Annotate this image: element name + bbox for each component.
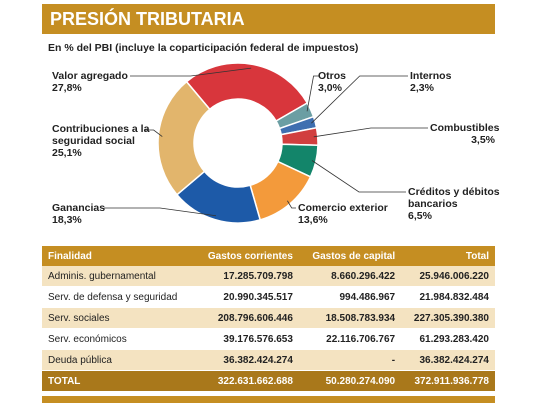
- segment-label: Combustibles 3,5%: [430, 122, 499, 146]
- total-row: TOTAL 322.631.662.688 50.280.274.090 372.91…: [42, 370, 495, 392]
- table-cell: 18.508.783.934: [298, 307, 402, 329]
- table-cell: 22.116.706.767: [298, 328, 402, 350]
- table-cell: Adminis. gubernamental: [42, 266, 195, 287]
- category-label: Internos: [410, 70, 452, 82]
- table-row: Adminis. gubernamental 17.285.709.798 8.66…: [42, 266, 495, 287]
- table-cell: 39.176.576.653: [194, 328, 299, 350]
- table-cell: -: [298, 349, 402, 371]
- title: PRESIÓN TRIBUTARIA: [42, 4, 495, 34]
- value-label: 6,5%: [408, 210, 432, 222]
- table-cell: 36.382.424.274: [194, 349, 299, 371]
- segment-label: Créditos y débitos bancarios 6,5%: [408, 186, 508, 222]
- donut-segment: [157, 80, 211, 196]
- segment-label: Valor agregado 27,8%: [52, 70, 172, 94]
- value-label: 25,1%: [52, 147, 82, 159]
- total-cell: 322.631.662.688: [194, 370, 299, 392]
- table-cell: Serv. económicos: [42, 328, 195, 350]
- leader-line: [311, 75, 408, 124]
- segment-label: Contribuciones a la seguridad social 25,1…: [52, 123, 157, 159]
- table-cell: 61.293.283.420: [401, 328, 495, 350]
- leader-line: [287, 200, 296, 209]
- table-cell: 20.990.345.517: [194, 286, 299, 308]
- leader-line: [104, 207, 217, 217]
- table-cell: 21.984.832.484: [401, 286, 495, 308]
- table-cell: Serv. de defensa y seguridad: [42, 286, 195, 308]
- segment-label: Ganancias 18,3%: [52, 202, 152, 226]
- value-label: 2,3%: [410, 82, 434, 94]
- category-label: Combustibles: [430, 122, 500, 134]
- leader-line: [306, 75, 320, 112]
- value-label: 3,5%: [471, 134, 495, 146]
- subtitle: En % del PBI (incluye la coparticipación…: [48, 42, 359, 54]
- table-cell: 17.285.709.798: [194, 266, 299, 287]
- table-cell: 208.796.606.446: [194, 307, 299, 329]
- total-cell: 372.911.936.778: [401, 370, 495, 392]
- header-cell: Gastos corrientes: [194, 246, 299, 266]
- leader-line: [145, 129, 163, 137]
- value-label: 18,3%: [52, 214, 82, 226]
- header-cell: Total: [401, 246, 495, 266]
- value-label: 3,0%: [318, 82, 342, 94]
- category-label: Créditos y débitos bancarios: [408, 186, 500, 210]
- total-cell: 50.280.274.090: [298, 370, 402, 392]
- category-label: Otros: [318, 70, 347, 82]
- table-cell: 994.486.967: [298, 286, 402, 308]
- table-row: Serv. de defensa y seguridad 20.990.345.5…: [42, 286, 495, 308]
- leader-line: [313, 127, 428, 138]
- header-cell: Gastos de capital: [298, 246, 402, 266]
- table-cell: 25.946.006.220: [401, 266, 495, 287]
- leader-line: [130, 67, 252, 77]
- table-cell: Serv. sociales: [42, 307, 195, 329]
- table-cell: 227.305.390.380: [401, 307, 495, 329]
- leader-line: [311, 160, 406, 193]
- total-cell: TOTAL: [42, 370, 195, 392]
- segment-label: Comercio exterior 13,6%: [298, 202, 398, 226]
- table-header: Finalidad Gastos corrientes Gastos de capi…: [42, 246, 495, 266]
- table-cell: 8.660.296.422: [298, 266, 402, 287]
- footer-bar: [42, 396, 495, 403]
- category-label: Comercio exterior: [298, 202, 388, 214]
- category-label: Ganancias: [52, 202, 106, 214]
- table-row: Serv. sociales 208.796.606.446 18.508.783.…: [42, 307, 495, 329]
- segment-label: Internos 2,3%: [410, 70, 470, 94]
- table-cell: 36.382.424.274: [401, 349, 495, 371]
- table-cell: Deuda pública: [42, 349, 195, 371]
- category-label: Contribuciones a la seguridad social: [52, 123, 150, 147]
- donut-segment: [185, 62, 309, 123]
- table-row: Deuda pública 36.382.424.274-36.382.424.2…: [42, 349, 495, 371]
- chart: [104, 62, 428, 224]
- value-label: 13,6%: [298, 214, 328, 226]
- value-label: 27,8%: [52, 82, 82, 94]
- header-cell: Finalidad: [42, 246, 195, 266]
- segment-label: Otros 3,0%: [318, 70, 378, 94]
- category-label: Valor agregado: [52, 70, 128, 82]
- table-row: Serv. económicos 39.176.576.653 22.116.706…: [42, 328, 495, 350]
- table: Finalidad Gastos corrientes Gastos de capi…: [42, 246, 495, 392]
